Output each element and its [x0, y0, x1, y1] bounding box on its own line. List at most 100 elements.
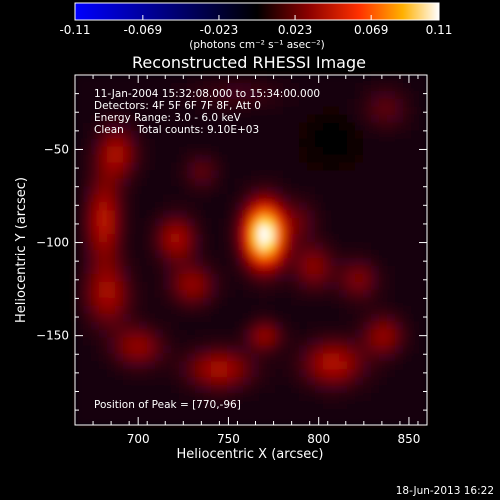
- heatmap-cell: [179, 122, 188, 132]
- heatmap-cell: [403, 265, 412, 275]
- heatmap-cell: [243, 178, 252, 187]
- heatmap-cell: [267, 409, 276, 418]
- heatmap-cell: [275, 417, 284, 426]
- heatmap-cell: [123, 194, 132, 203]
- heatmap-cell: [371, 218, 380, 227]
- heatmap-cell: [139, 273, 148, 283]
- heatmap-cell: [195, 170, 204, 180]
- heatmap-cell: [419, 234, 428, 243]
- heatmap-cell: [355, 210, 364, 219]
- heatmap-cell: [171, 385, 180, 394]
- heatmap-cell: [331, 313, 340, 323]
- heatmap-cell: [371, 170, 380, 180]
- heatmap-cell: [363, 82, 372, 92]
- heatmap-cell: [243, 122, 252, 132]
- heatmap-cell: [219, 130, 228, 140]
- heatmap-cell: [227, 393, 236, 402]
- heatmap-cell: [291, 202, 300, 211]
- heatmap-cell: [355, 226, 364, 235]
- heatmap-cell: [291, 273, 300, 283]
- heatmap-cell: [347, 305, 356, 315]
- heatmap-cell: [283, 170, 292, 180]
- heatmap-cell: [187, 178, 196, 187]
- heatmap-cell: [227, 369, 236, 378]
- heatmap-cell: [219, 305, 228, 315]
- heatmap-cell: [395, 401, 404, 410]
- heatmap-cell: [107, 353, 116, 362]
- heatmap-cell: [371, 242, 380, 251]
- heatmap-cell: [315, 242, 324, 251]
- heatmap-cell: [283, 98, 292, 108]
- heatmap-cell: [171, 401, 180, 410]
- heatmap-cell: [419, 385, 428, 394]
- heatmap-cell: [283, 202, 292, 211]
- heatmap-cell: [187, 162, 196, 172]
- heatmap-cell: [299, 361, 308, 370]
- heatmap-cell: [99, 202, 108, 211]
- heatmap-cell: [235, 146, 244, 156]
- heatmap-cell: [379, 138, 388, 148]
- heatmap-cell: [331, 138, 340, 148]
- heatmap-cell: [147, 90, 156, 100]
- heatmap-cell: [291, 210, 300, 219]
- heatmap-cell: [355, 106, 364, 116]
- heatmap-cell: [243, 194, 252, 203]
- heatmap-cell: [75, 242, 84, 251]
- heatmap-cell: [371, 265, 380, 275]
- heatmap-cell: [139, 377, 148, 386]
- heatmap-cell: [291, 417, 300, 426]
- heatmap-cell: [203, 401, 212, 410]
- heatmap-cell: [147, 186, 156, 195]
- heatmap-cell: [203, 106, 212, 116]
- heatmap-cell: [91, 250, 100, 259]
- heatmap-cell: [251, 82, 260, 92]
- heatmap-cell: [187, 353, 196, 362]
- heatmap-cell: [395, 202, 404, 211]
- heatmap-cell: [291, 377, 300, 386]
- heatmap-cell: [323, 242, 332, 251]
- colorbar-gradient: [74, 2, 440, 21]
- heatmap-cell: [323, 297, 332, 307]
- heatmap-cell: [107, 202, 116, 211]
- heatmap-cell: [219, 257, 228, 267]
- heatmap-cell: [179, 281, 188, 291]
- heatmap-cell: [75, 210, 84, 219]
- heatmap-cell: [267, 417, 276, 426]
- heatmap-cell: [107, 138, 116, 148]
- heatmap-cell: [411, 401, 420, 410]
- heatmap-cell: [147, 273, 156, 283]
- heatmap-cell: [403, 170, 412, 180]
- heatmap-cell: [203, 265, 212, 275]
- heatmap-cell: [195, 218, 204, 227]
- heatmap-cell: [251, 273, 260, 283]
- heatmap-cell: [331, 146, 340, 156]
- heatmap-cell: [403, 178, 412, 187]
- heatmap-cell: [299, 313, 308, 323]
- heatmap-cell: [115, 146, 124, 156]
- heatmap-cell: [155, 194, 164, 203]
- heatmap-cell: [259, 273, 268, 283]
- heatmap-cell: [179, 75, 188, 84]
- heatmap-cell: [219, 114, 228, 124]
- heatmap-cell: [235, 114, 244, 124]
- heatmap-cell: [123, 385, 132, 394]
- heatmap-cell: [267, 337, 276, 347]
- heatmap-cell: [315, 75, 324, 84]
- heatmap-cell: [131, 202, 140, 211]
- heatmap-cell: [339, 122, 348, 132]
- heatmap-cell: [99, 361, 108, 370]
- heatmap-cell: [243, 106, 252, 116]
- heatmap-cell: [403, 273, 412, 283]
- heatmap-cell: [227, 186, 236, 195]
- heatmap-cell: [259, 154, 268, 164]
- heatmap-cell: [147, 393, 156, 402]
- heatmap-cell: [267, 289, 276, 299]
- heatmap-cell: [267, 154, 276, 164]
- heatmap-cell: [323, 218, 332, 227]
- heatmap-cell: [163, 345, 172, 355]
- heatmap-cell: [83, 75, 92, 84]
- heatmap-cell: [235, 194, 244, 203]
- x-tick-label: 850: [397, 432, 420, 446]
- heatmap-cell: [387, 130, 396, 140]
- heatmap-cell: [323, 114, 332, 124]
